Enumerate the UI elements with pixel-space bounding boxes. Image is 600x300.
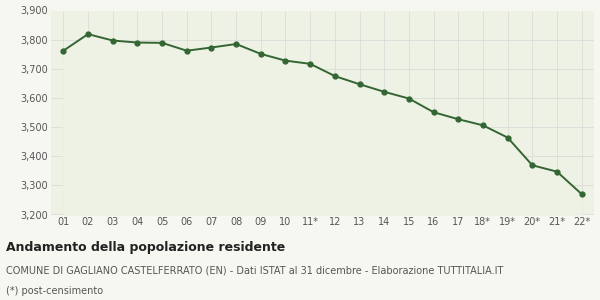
Text: Andamento della popolazione residente: Andamento della popolazione residente	[6, 242, 285, 254]
Text: (*) post-censimento: (*) post-censimento	[6, 286, 103, 296]
Text: COMUNE DI GAGLIANO CASTELFERRATO (EN) - Dati ISTAT al 31 dicembre - Elaborazione: COMUNE DI GAGLIANO CASTELFERRATO (EN) - …	[6, 266, 503, 275]
